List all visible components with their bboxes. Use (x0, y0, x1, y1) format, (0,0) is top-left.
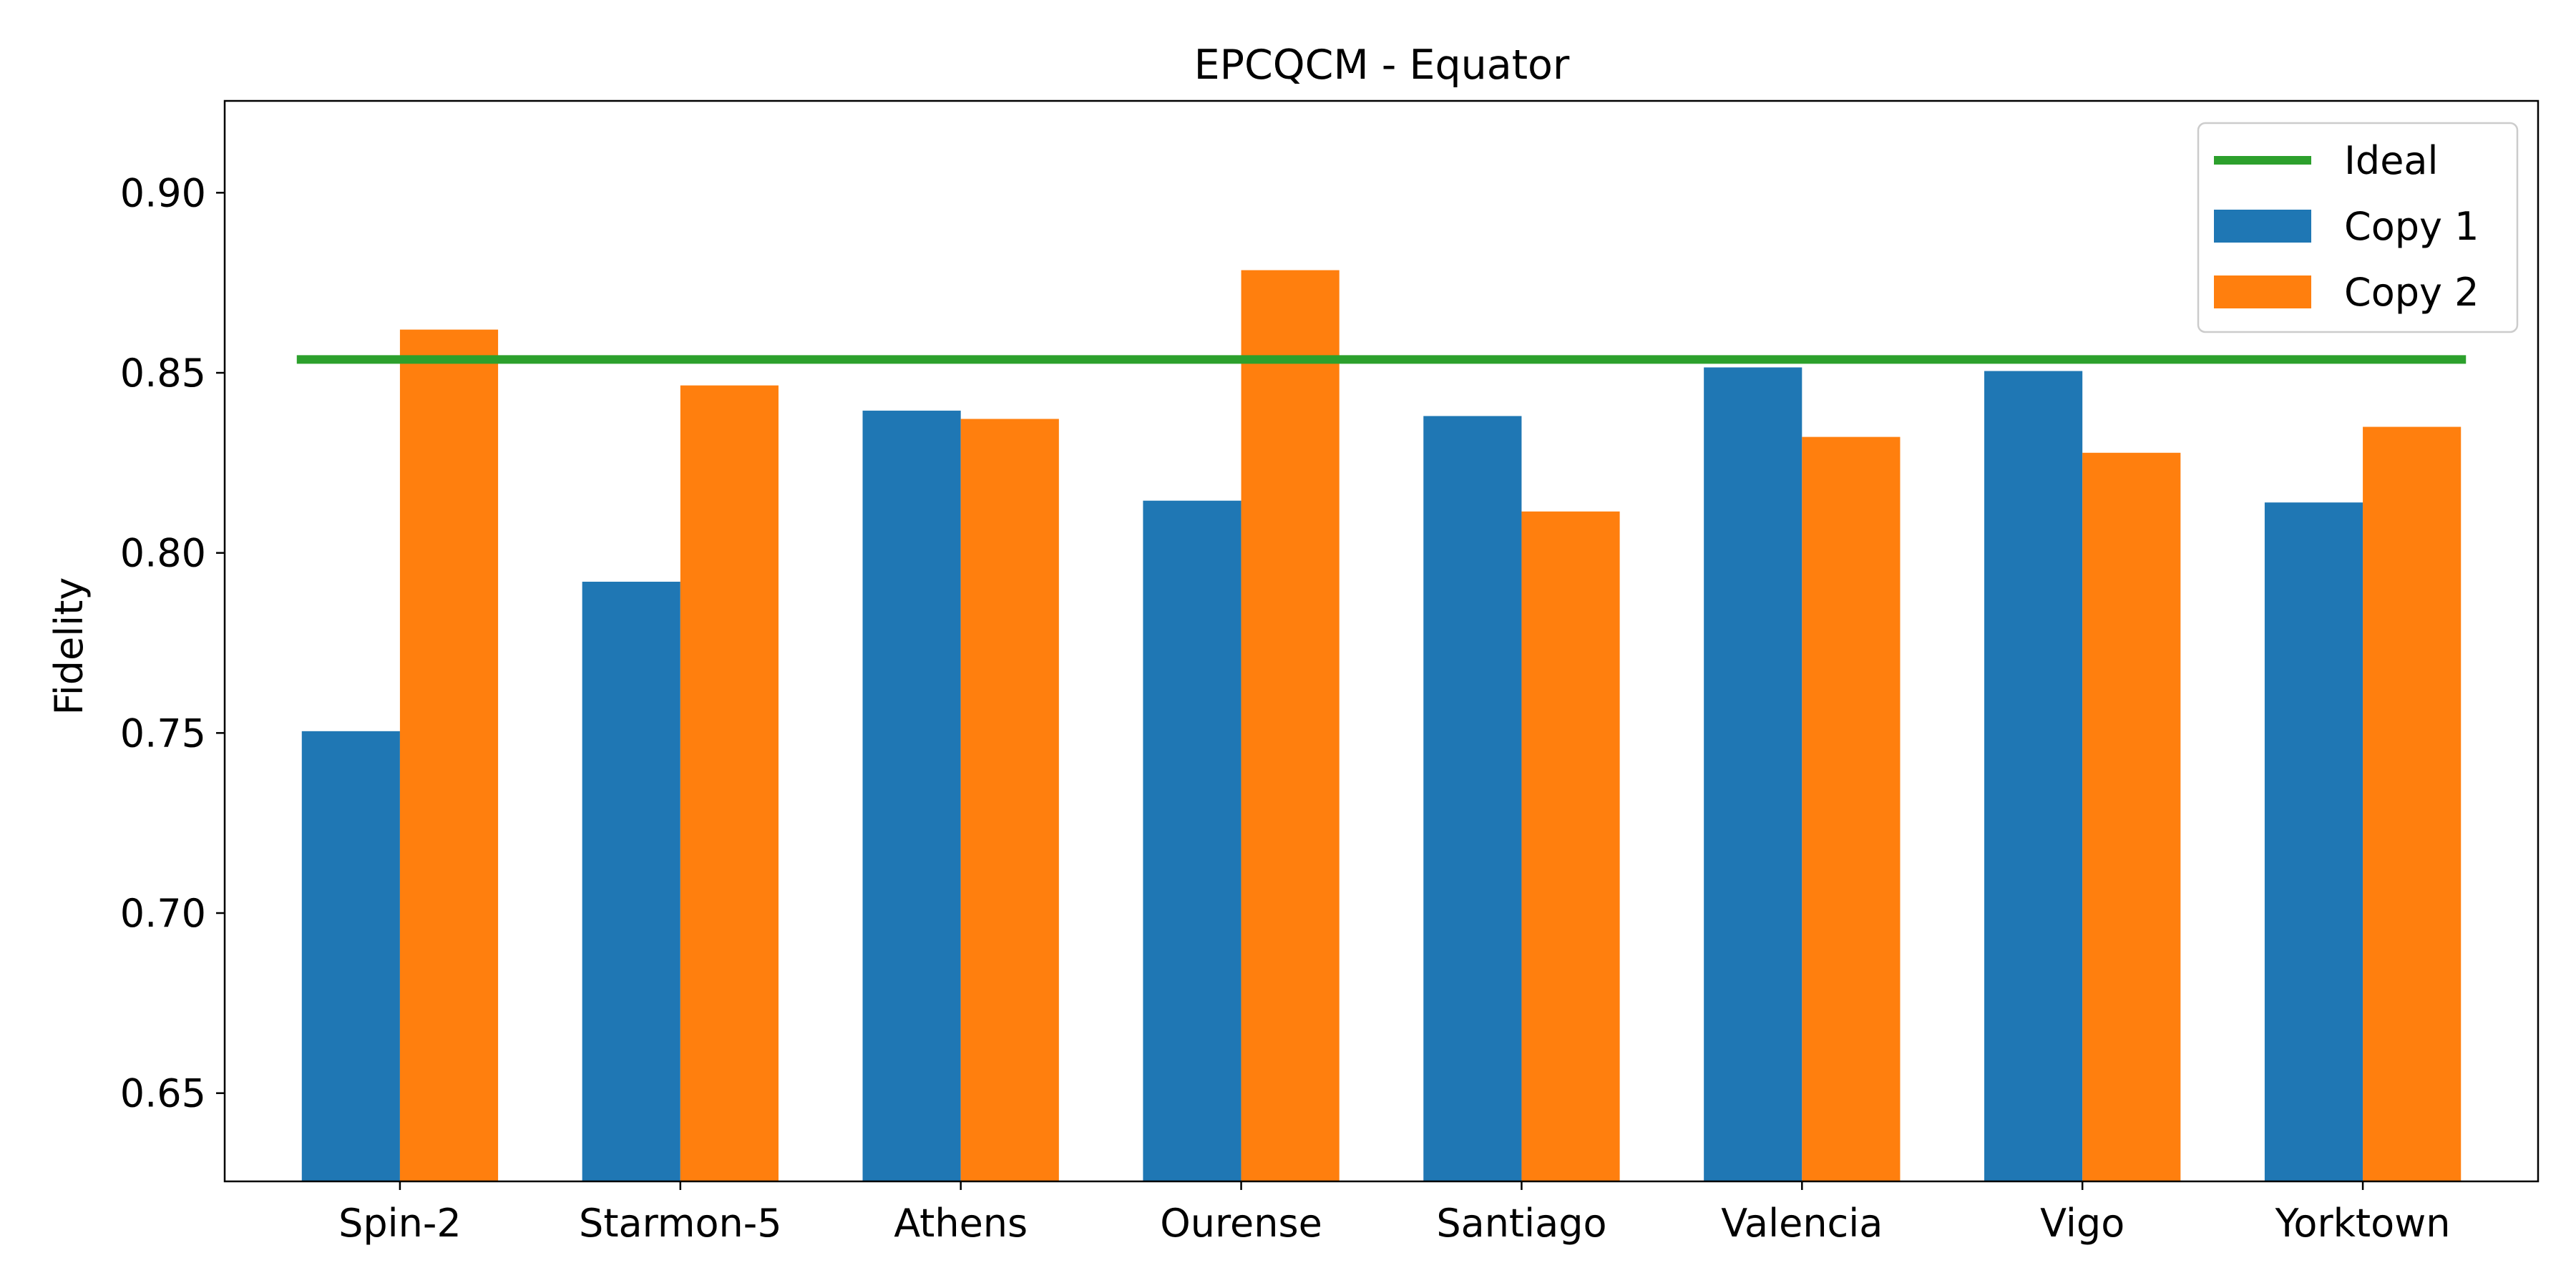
plot-area: 0.65 0.70 0.75 0.80 0.85 0.90 Spin-2 Starmon-5 A… (120, 99, 2540, 1246)
x-tick-label: Ourense (1160, 1201, 1322, 1246)
y-tick-label: 0.75 (120, 711, 206, 756)
bar (1423, 416, 1522, 1181)
legend-copy-1-label: Copy 1 (2344, 204, 2479, 249)
x-tick-label: Vigo (2040, 1201, 2124, 1246)
bar (2363, 426, 2462, 1182)
legend-copy-2-swatch (2214, 275, 2311, 308)
x-tick-label: Spin-2 (338, 1201, 462, 1246)
legend-copy-1-swatch (2214, 210, 2311, 243)
bar (960, 419, 1059, 1181)
y-axis-label: Fidelity (47, 577, 92, 716)
y-tick-label: 0.90 (120, 170, 206, 215)
y-tick-label: 0.70 (120, 891, 206, 936)
bar (399, 329, 499, 1181)
bar (301, 731, 400, 1181)
legend: Ideal Copy 1 Copy 2 (2197, 122, 2519, 333)
bar (582, 581, 680, 1181)
x-tick-label: Athens (894, 1201, 1028, 1246)
x-tick-label: Santiago (1436, 1201, 1606, 1246)
y-tick-label: 0.80 (120, 531, 206, 576)
bar (1241, 270, 1340, 1182)
bar (1143, 500, 1241, 1181)
chart-title: EPCQCM - Equator (1194, 42, 1570, 89)
bar (1521, 511, 1620, 1181)
legend-ideal-label: Ideal (2344, 138, 2439, 183)
bar (2264, 502, 2363, 1181)
x-tick-label: Starmon-5 (579, 1201, 782, 1246)
y-tick-label: 0.65 (120, 1071, 206, 1116)
bar (1802, 436, 1901, 1181)
bar (1704, 367, 1802, 1181)
legend-copy-2-label: Copy 2 (2344, 270, 2479, 315)
plot-frame (223, 99, 2540, 1183)
bar (2082, 452, 2181, 1181)
bar (680, 385, 779, 1182)
x-tick-label: Valencia (1721, 1201, 1883, 1246)
bar (1984, 371, 2083, 1181)
x-tick-label: Yorktown (2275, 1201, 2451, 1246)
bar (862, 410, 961, 1181)
y-tick-label: 0.85 (120, 351, 206, 396)
